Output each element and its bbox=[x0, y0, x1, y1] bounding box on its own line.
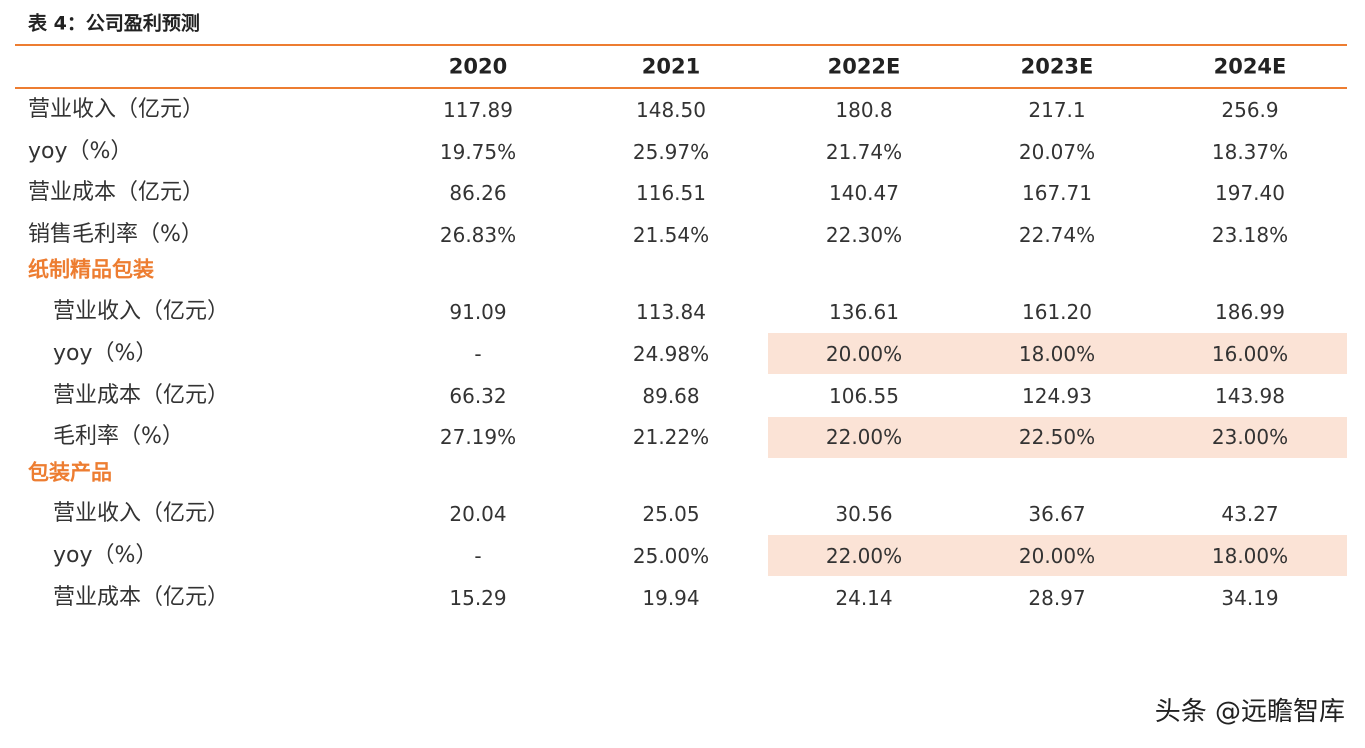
cell: 143.98 bbox=[1215, 383, 1285, 408]
cell-highlight bbox=[767, 333, 961, 375]
cell: 148.50 bbox=[636, 98, 706, 122]
cell: 86.26 bbox=[449, 181, 507, 206]
section-title: 纸制精品包装 bbox=[28, 257, 154, 282]
cell: 161.20 bbox=[1022, 300, 1092, 325]
cell: 18.00% bbox=[1211, 543, 1289, 568]
column-header: 2020 bbox=[448, 54, 508, 79]
cell: 91.09 bbox=[449, 300, 507, 325]
cell: 21.74% bbox=[825, 139, 903, 164]
row-label: 毛利率（%） bbox=[53, 424, 184, 450]
row-label: yoy（%） bbox=[53, 542, 158, 568]
cell: 20.00% bbox=[825, 341, 903, 366]
header-rule bbox=[15, 87, 1347, 89]
cell: 106.55 bbox=[829, 383, 899, 408]
cell: 197.40 bbox=[1215, 181, 1285, 206]
cell: 23.00% bbox=[1211, 425, 1289, 450]
row-label: 营业收入（亿元） bbox=[28, 97, 205, 122]
cell: 116.51 bbox=[636, 181, 706, 206]
cell: 25.00% bbox=[632, 543, 710, 568]
cell: 21.22% bbox=[632, 425, 710, 450]
cell: 23.18% bbox=[1211, 223, 1289, 248]
cell: 18.00% bbox=[1018, 341, 1096, 366]
cell-highlight bbox=[767, 416, 961, 458]
row-label: 营业成本（亿元） bbox=[53, 382, 230, 408]
cell: 124.93 bbox=[1022, 383, 1092, 408]
cell: 19.94 bbox=[642, 585, 700, 610]
cell: 217.1 bbox=[1028, 98, 1086, 122]
cell: 15.29 bbox=[449, 585, 507, 610]
cell: 26.83% bbox=[439, 223, 517, 248]
row-label: yoy（%） bbox=[28, 138, 133, 164]
cell: 36.67 bbox=[1028, 502, 1086, 527]
cell: 22.30% bbox=[825, 223, 903, 248]
cell: 43.27 bbox=[1221, 502, 1279, 527]
cell: 20.04 bbox=[449, 502, 507, 527]
cell: 24.14 bbox=[835, 585, 893, 610]
cell: 34.19 bbox=[1221, 585, 1279, 610]
cell: 18.37% bbox=[1211, 139, 1289, 164]
top-rule bbox=[15, 44, 1347, 46]
row-label: 营业成本（亿元） bbox=[53, 584, 230, 610]
section-title: 包装产品 bbox=[28, 460, 112, 484]
watermark: 头条 @远瞻智库 bbox=[1154, 697, 1345, 727]
cell: 27.19% bbox=[439, 425, 517, 450]
row-label: 营业收入（亿元） bbox=[53, 501, 230, 527]
cell: 22.00% bbox=[825, 543, 903, 568]
cell: 21.54% bbox=[632, 223, 710, 248]
cell: 66.32 bbox=[449, 383, 507, 408]
cell: 256.9 bbox=[1221, 98, 1279, 122]
cell: 167.71 bbox=[1022, 181, 1092, 206]
cell-highlight bbox=[1153, 535, 1347, 577]
cell: 180.8 bbox=[835, 98, 893, 122]
cell: 30.56 bbox=[835, 502, 893, 527]
cell: 24.98% bbox=[632, 341, 710, 366]
cell: 25.05 bbox=[642, 502, 700, 527]
cell-highlight bbox=[960, 535, 1154, 577]
column-header: 2022E bbox=[827, 54, 901, 79]
row-label: 营业成本（亿元） bbox=[28, 180, 205, 206]
cell: 20.07% bbox=[1018, 139, 1096, 164]
cell: 186.99 bbox=[1215, 300, 1285, 325]
row-label: 销售毛利率（%） bbox=[28, 222, 203, 248]
cell: 89.68 bbox=[642, 383, 700, 408]
cell-highlight bbox=[1153, 416, 1347, 458]
row-label: yoy（%） bbox=[53, 340, 158, 366]
cell: 117.89 bbox=[443, 98, 513, 122]
cell: - bbox=[474, 543, 482, 568]
cell-highlight bbox=[960, 333, 1154, 375]
cell-highlight bbox=[767, 535, 961, 577]
column-header: 2024E bbox=[1213, 54, 1287, 79]
cell-highlight bbox=[960, 416, 1154, 458]
cell: 22.00% bbox=[825, 425, 903, 450]
cell: 19.75% bbox=[439, 139, 517, 164]
cell: 136.61 bbox=[829, 300, 899, 325]
cell: 22.74% bbox=[1018, 223, 1096, 248]
cell: 25.97% bbox=[632, 139, 710, 164]
cell: - bbox=[474, 341, 482, 366]
cell: 113.84 bbox=[636, 300, 706, 325]
cell: 28.97 bbox=[1028, 585, 1086, 610]
cell: 20.00% bbox=[1018, 543, 1096, 568]
cell-highlight bbox=[1153, 333, 1347, 375]
column-header: 2021 bbox=[641, 54, 701, 79]
column-header: 2023E bbox=[1020, 54, 1094, 79]
table-title: 表 4：公司盈利预测 bbox=[28, 12, 200, 35]
cell: 16.00% bbox=[1211, 341, 1289, 366]
cell: 140.47 bbox=[829, 181, 899, 206]
cell: 22.50% bbox=[1018, 425, 1096, 450]
row-label: 营业收入（亿元） bbox=[53, 299, 230, 325]
